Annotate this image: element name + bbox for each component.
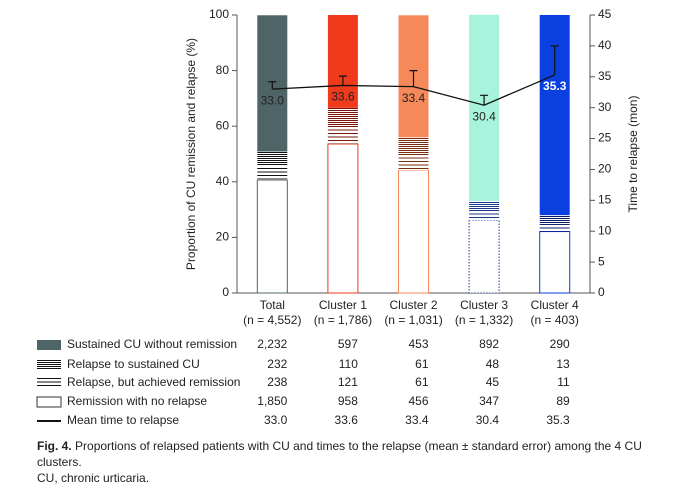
bar-segment (327, 15, 358, 108)
bar-segment (256, 179, 288, 294)
y2-tick-label: 0 (598, 285, 605, 299)
legend-swatch (37, 378, 61, 388)
y2-tick-label: 25 (598, 131, 612, 145)
x-tick-sublabel: (n = 1,786) (314, 313, 372, 327)
table-cell: 290 (550, 337, 570, 351)
legend-label: Relapse to sustained CU (67, 357, 200, 371)
caption-note: CU, chronic urticaria. (37, 471, 150, 485)
bar-segment (469, 14, 500, 201)
x-tick-sublabel: (n = 1,031) (384, 313, 442, 327)
table-cell: 13 (556, 357, 570, 371)
x-tick-sublabel: (n = 4,552) (243, 313, 301, 327)
y2-tick-label: 10 (598, 223, 612, 237)
bar-segment (539, 231, 571, 294)
table-cell: 11 (557, 375, 570, 389)
table-cell: 45 (486, 375, 500, 389)
y-tick-label: 0 (222, 285, 229, 299)
table-cell: 1,850 (257, 394, 287, 408)
legend-label: Mean time to relapse (67, 413, 179, 427)
error-bar (550, 45, 559, 75)
data-label: 33.6 (331, 90, 355, 104)
error-bar (409, 70, 418, 87)
y2-tick-label: 15 (598, 193, 612, 207)
y2-tick-label: 30 (598, 100, 612, 114)
data-label: 33.4 (402, 91, 426, 105)
y2-axis-label: Time to relapse (mon) (626, 96, 640, 213)
y2-tick-label: 35 (598, 69, 612, 83)
table-cell: 238 (267, 375, 287, 389)
table-cell: 30.4 (476, 413, 500, 427)
legend-swatch (36, 396, 62, 408)
bar-segment (539, 224, 570, 232)
table-cell: 347 (479, 394, 499, 408)
bar-segment (327, 107, 358, 126)
table-cell: 232 (267, 357, 287, 371)
y-tick-label: 40 (216, 174, 230, 188)
table-cell: 110 (339, 357, 358, 371)
x-tick-sublabel: (n = 1,332) (455, 313, 513, 327)
bar-segment (468, 219, 500, 294)
x-tick-label: Cluster 3 (460, 298, 508, 312)
y2-tick-label: 20 (598, 162, 612, 176)
x-tick-label: Cluster 4 (531, 298, 579, 312)
table-cell: 456 (408, 394, 428, 408)
table-cell: 61 (415, 375, 429, 389)
table-cell: 33.0 (264, 413, 288, 427)
y-tick-label: 100 (209, 7, 229, 21)
bar-segment (539, 215, 570, 225)
caption: Fig. 4. Proportions of relapsed patients… (37, 438, 667, 470)
table-cell: 2,232 (257, 337, 287, 351)
y-tick-label: 60 (216, 118, 230, 132)
table-cell: 61 (415, 357, 429, 371)
bar-segment (327, 143, 359, 294)
data-label: 30.4 (472, 109, 496, 123)
legend-swatch (37, 340, 61, 350)
table-cell: 35.3 (546, 413, 570, 427)
chart: Proportion of CU remission and relapse (… (36, 7, 640, 427)
bar-segment (469, 210, 500, 221)
caption-text: Proportions of relapsed patients with CU… (37, 439, 642, 469)
x-tick-sublabel: (n = 403) (531, 313, 579, 327)
bar-segment (398, 137, 429, 154)
table-cell: 958 (338, 394, 358, 408)
x-tick-label: Cluster 1 (319, 298, 367, 312)
table-cell: 453 (408, 337, 428, 351)
x-tick-label: Cluster 2 (389, 298, 437, 312)
caption-label: Fig. 4. (37, 439, 72, 453)
legend-swatch (37, 360, 61, 370)
x-tick-label: Total (260, 298, 285, 312)
y-tick-label: 20 (216, 230, 230, 244)
bar-segment (469, 200, 500, 211)
error-bar (338, 75, 347, 86)
table-cell: 597 (338, 337, 358, 351)
table-cell: 892 (479, 337, 499, 351)
y2-tick-label: 5 (598, 254, 605, 268)
bar-segment (257, 151, 288, 166)
table-cell: 48 (486, 357, 500, 371)
data-label: 33.0 (261, 93, 285, 107)
y2-tick-label: 45 (598, 7, 612, 21)
bar-segment (398, 169, 429, 294)
legend-label: Sustained CU without remission (67, 337, 237, 351)
y-tick-label: 80 (216, 63, 230, 77)
bar-segment (539, 15, 570, 216)
data-label: 35.3 (543, 79, 567, 93)
bar-segment (398, 153, 429, 171)
table-cell: 33.6 (335, 413, 359, 427)
table-cell: 89 (556, 394, 570, 408)
error-bar (268, 81, 277, 90)
legend-label: Relapse, but achieved remission (67, 375, 240, 389)
table-cell: 33.4 (405, 413, 429, 427)
error-bar (480, 94, 489, 106)
bar-segment (327, 125, 358, 144)
legend-label: Remission with no relapse (67, 394, 207, 408)
bar-segment (257, 165, 288, 181)
y-axis-label: Proportion of CU remission and relapse (… (184, 38, 198, 270)
table-cell: 121 (338, 375, 358, 389)
y2-tick-label: 40 (598, 38, 612, 52)
